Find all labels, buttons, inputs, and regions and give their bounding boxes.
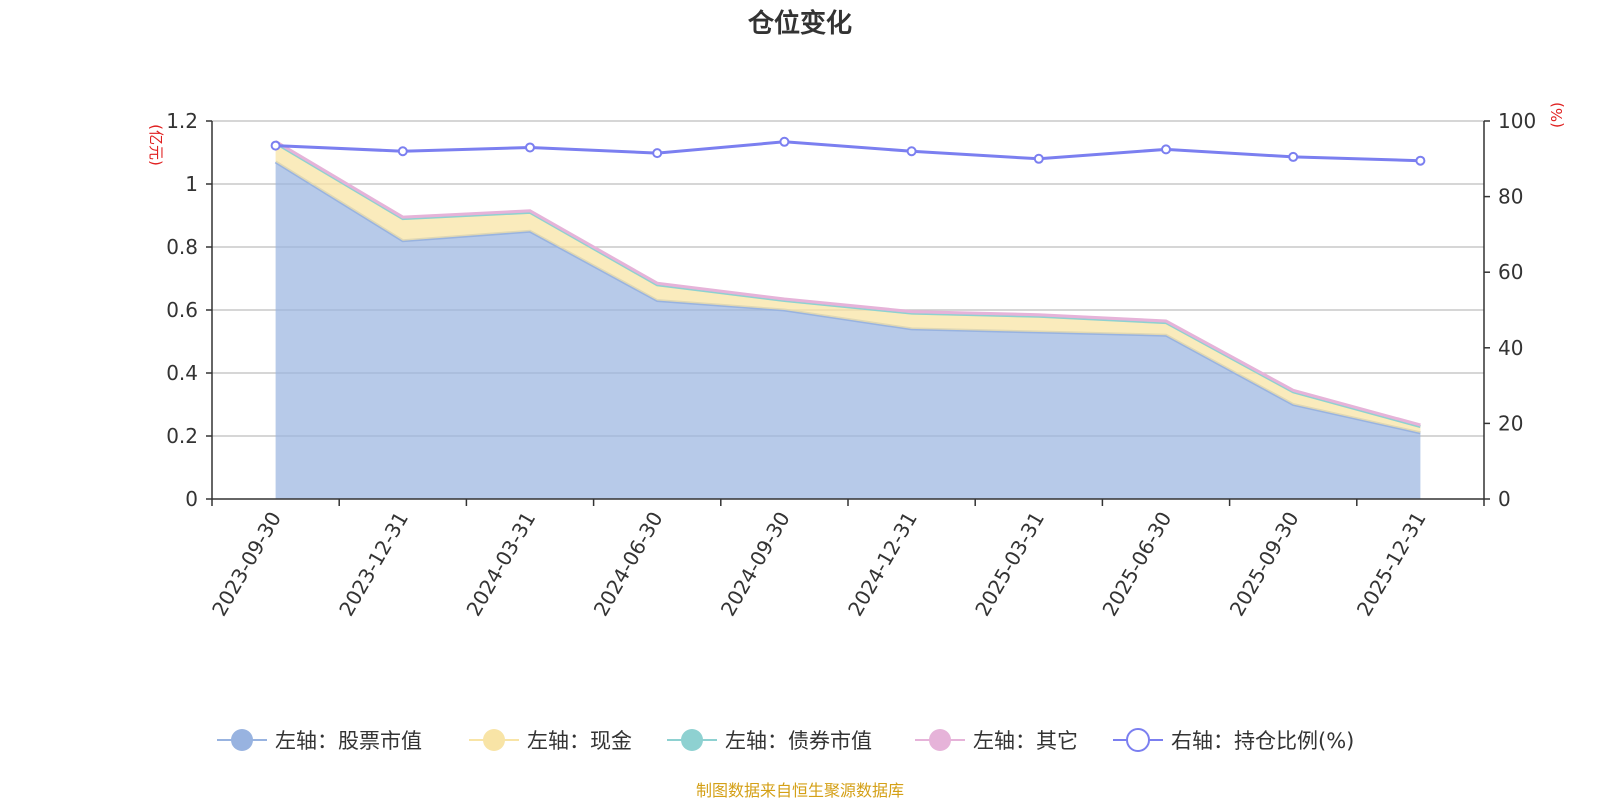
ratio-line <box>275 140 1421 163</box>
left-axis-tick-label: 0.2 <box>166 424 198 448</box>
legend-marker <box>231 729 253 751</box>
x-axis-tick-label: 2025-12-31 <box>1352 508 1431 621</box>
left-axis-tick-label: 0.8 <box>166 235 198 259</box>
legend-marker <box>681 729 703 751</box>
legend: 左轴：股票市值 左轴：现金 左轴：债券市值 左轴：其它 右轴：持仓比例(%) <box>217 728 1354 753</box>
right-axis-tick-label: 20 <box>1498 411 1523 435</box>
right-axis-tick-label: 60 <box>1498 260 1523 284</box>
legend-marker <box>483 729 505 751</box>
x-axis-tick-label: 2024-09-30 <box>716 508 795 621</box>
ratio-point <box>1288 151 1299 162</box>
right-axis-tick-label: 100 <box>1498 109 1536 133</box>
x-axis-tick-label: 2025-03-31 <box>970 508 1049 621</box>
legend-item: 左轴：其它 <box>915 729 1078 753</box>
x-axis-tick-label: 2024-03-31 <box>461 508 540 621</box>
area-edge-4 <box>274 140 1421 427</box>
x-axis-tick-label: 2025-06-30 <box>1097 508 1176 621</box>
legend-label: 左轴：股票市值 <box>275 729 422 753</box>
legend-item: 右轴：持仓比例(%) <box>1113 728 1354 753</box>
legend-label: 右轴：持仓比例(%) <box>1171 729 1354 753</box>
left-axis-tick-label: 0.4 <box>166 361 198 385</box>
left-axis-unit: (亿元) <box>147 124 165 166</box>
x-axis-tick-label: 2025-09-30 <box>1225 508 1304 621</box>
left-axis-tick-label: 0.6 <box>166 298 198 322</box>
legend-item: 左轴：股票市值 <box>217 729 422 753</box>
ratio-point <box>906 146 917 157</box>
ratio-point <box>1415 155 1426 166</box>
x-axis-tick-label: 2024-06-30 <box>589 508 668 621</box>
chart-title: 仓位变化 <box>747 8 852 39</box>
left-axis-tick-label: 1.2 <box>166 109 198 133</box>
stacked-areas <box>274 140 1421 499</box>
area-2 <box>275 143 1421 433</box>
ratio-point <box>397 146 408 157</box>
legend-label: 左轴：债券市值 <box>725 729 872 753</box>
ratio-point <box>525 142 535 153</box>
ratio-point <box>1033 153 1044 164</box>
x-axis-tick-label: 2023-09-30 <box>207 508 286 621</box>
ratio-point <box>652 148 663 159</box>
legend-item: 左轴：现金 <box>469 729 632 753</box>
legend-label: 左轴：其它 <box>973 729 1078 753</box>
ratio-point <box>779 136 790 147</box>
source-note: 制图数据来自恒生聚源数据库 <box>696 781 904 800</box>
left-axis-tick-label: 1 <box>185 172 198 196</box>
x-axis-tick-label: 2024-12-31 <box>843 508 922 621</box>
area-1 <box>275 161 1421 499</box>
right-axis-unit: (%) <box>1548 102 1566 128</box>
ratio-point <box>1161 144 1171 155</box>
legend-marker <box>929 729 951 751</box>
right-axis-tick-label: 0 <box>1498 487 1511 511</box>
right-axis-tick-label: 80 <box>1498 185 1523 209</box>
ratio-line-series <box>270 136 1426 166</box>
legend-marker <box>1126 728 1150 752</box>
left-axis-tick-label: 0 <box>185 487 198 511</box>
legend-item: 左轴：债券市值 <box>667 729 872 753</box>
legend-label: 左轴：现金 <box>527 729 632 753</box>
right-axis-tick-label: 40 <box>1498 336 1523 360</box>
x-axis-tick-label: 2023-12-31 <box>334 508 413 621</box>
ratio-point <box>270 140 281 151</box>
